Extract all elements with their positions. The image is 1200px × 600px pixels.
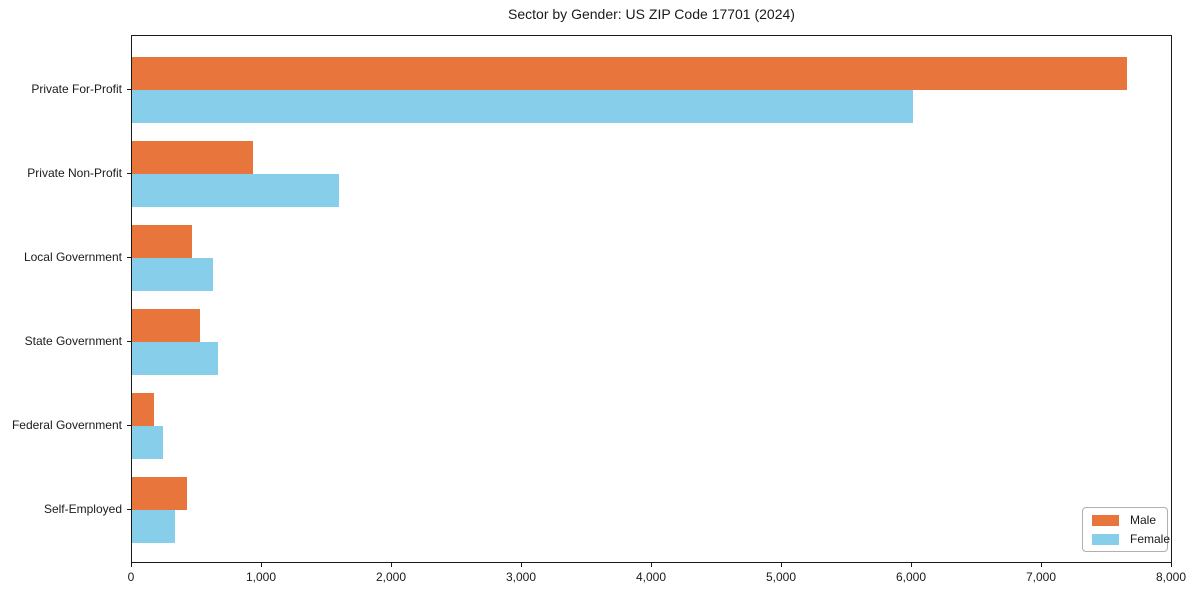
- x-tick-label-4000: 4,000: [635, 570, 667, 584]
- x-tick: [391, 563, 392, 567]
- bar-female-private-for-profit: [132, 90, 913, 123]
- x-tick-label-3000: 3,000: [505, 570, 537, 584]
- bar-female-federal-government: [132, 426, 163, 459]
- legend-label-male: Male: [1130, 512, 1157, 527]
- y-tick-label-local-government: Local Government: [23, 250, 122, 264]
- legend-row-female: Female: [1092, 532, 1170, 546]
- bar-female-self-employed: [132, 510, 175, 543]
- y-tick-label-private-non-profit: Private Non-Profit: [27, 166, 122, 180]
- x-tick-label-6000: 6,000: [895, 570, 927, 584]
- bar-female-private-non-profit: [132, 174, 339, 207]
- x-tick: [911, 563, 912, 567]
- legend-swatch-female: [1092, 533, 1119, 545]
- bar-female-local-government: [132, 258, 213, 291]
- x-tick: [1041, 563, 1042, 567]
- y-tick: [127, 257, 131, 258]
- x-tick-label-5000: 5,000: [765, 570, 797, 584]
- y-tick: [127, 509, 131, 510]
- y-tick-label-state-government: State Government: [24, 334, 122, 348]
- x-tick: [261, 563, 262, 567]
- y-tick-label-federal-government: Federal Government: [11, 418, 122, 432]
- bar-male-federal-government: [132, 393, 154, 426]
- x-tick-label-2000: 2,000: [375, 570, 407, 584]
- x-tick-label-7000: 7,000: [1025, 570, 1057, 584]
- bar-male-state-government: [132, 309, 200, 342]
- legend-swatch-male: [1092, 514, 1119, 526]
- y-tick: [127, 173, 131, 174]
- x-tick: [651, 563, 652, 567]
- x-tick-label-1000: 1,000: [245, 570, 277, 584]
- y-tick-label-self-employed: Self-Employed: [43, 502, 122, 516]
- x-tick-label-0: 0: [127, 570, 135, 584]
- x-tick-label-8000: 8,000: [1155, 570, 1187, 584]
- x-tick: [781, 563, 782, 567]
- x-tick: [1171, 563, 1172, 567]
- y-tick: [127, 425, 131, 426]
- bar-male-private-for-profit: [132, 57, 1127, 90]
- bar-female-state-government: [132, 342, 218, 375]
- legend: Male Female: [1082, 507, 1170, 552]
- bar-male-local-government: [132, 225, 192, 258]
- y-tick-label-private-for-profit: Private For-Profit: [31, 82, 122, 96]
- bar-male-private-non-profit: [132, 141, 253, 174]
- legend-row-male: Male: [1092, 512, 1158, 527]
- bar-male-self-employed: [132, 477, 187, 510]
- plot-area: [131, 35, 1172, 563]
- y-tick: [127, 89, 131, 90]
- legend-label-female: Female: [1130, 531, 1171, 546]
- chart-title: Sector by Gender: US ZIP Code 17701 (202…: [508, 6, 795, 22]
- x-tick: [521, 563, 522, 567]
- y-tick: [127, 341, 131, 342]
- x-tick: [131, 563, 132, 567]
